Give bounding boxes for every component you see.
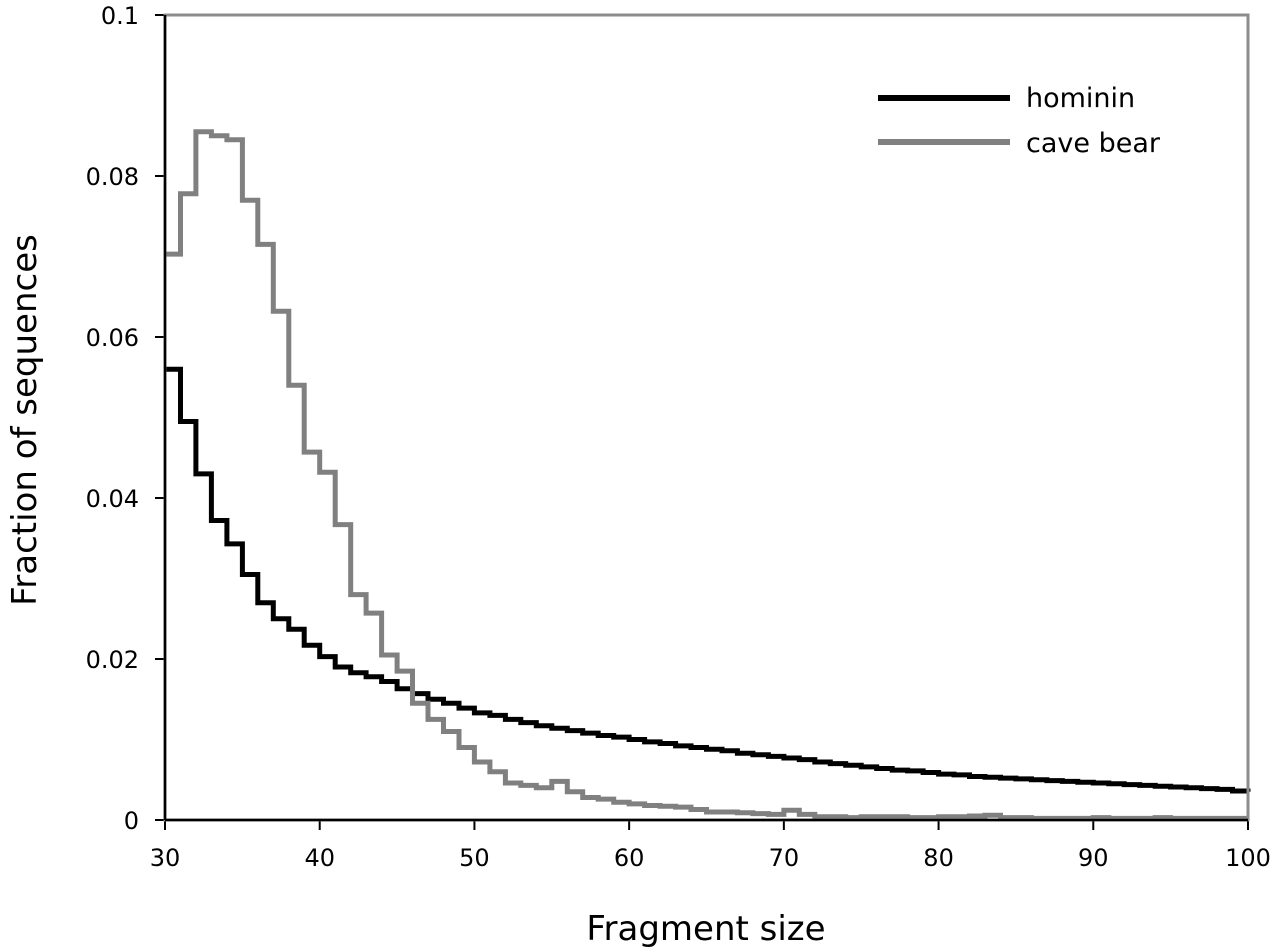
y-tick-label: 0 xyxy=(124,807,139,835)
x-tick-label: 80 xyxy=(923,844,954,872)
y-tick-label: 0.04 xyxy=(86,485,139,513)
x-ticks: 30 40 50 60 70 80 90 100 xyxy=(150,820,1271,872)
axes xyxy=(163,13,1250,822)
series-lines xyxy=(165,129,1251,821)
y-ticks: 0 0.02 0.04 0.06 0.08 0.1 xyxy=(86,2,165,835)
y-tick-label: 0.02 xyxy=(86,646,139,674)
x-axis-title: Fragment size xyxy=(586,909,825,949)
x-tick-label: 90 xyxy=(1078,844,1109,872)
x-tick-label: 40 xyxy=(304,844,335,872)
x-tick-label: 50 xyxy=(459,844,490,872)
series-line-hominin xyxy=(165,366,1251,794)
legend-label-cave-bear: cave bear xyxy=(1026,128,1161,159)
x-tick-label: 70 xyxy=(769,844,800,872)
y-tick-label: 0.06 xyxy=(86,324,139,352)
x-tick-label: 30 xyxy=(150,844,181,872)
x-tick-label: 60 xyxy=(614,844,645,872)
legend-label-hominin: hominin xyxy=(1026,83,1135,114)
x-tick-label: 100 xyxy=(1225,844,1271,872)
y-tick-label: 0.1 xyxy=(101,2,139,30)
legend: hominin cave bear xyxy=(878,83,1161,159)
y-tick-label: 0.08 xyxy=(86,163,139,191)
series-line-cave-bear xyxy=(165,129,1248,821)
y-axis-title: Fraction of sequences xyxy=(5,234,45,606)
